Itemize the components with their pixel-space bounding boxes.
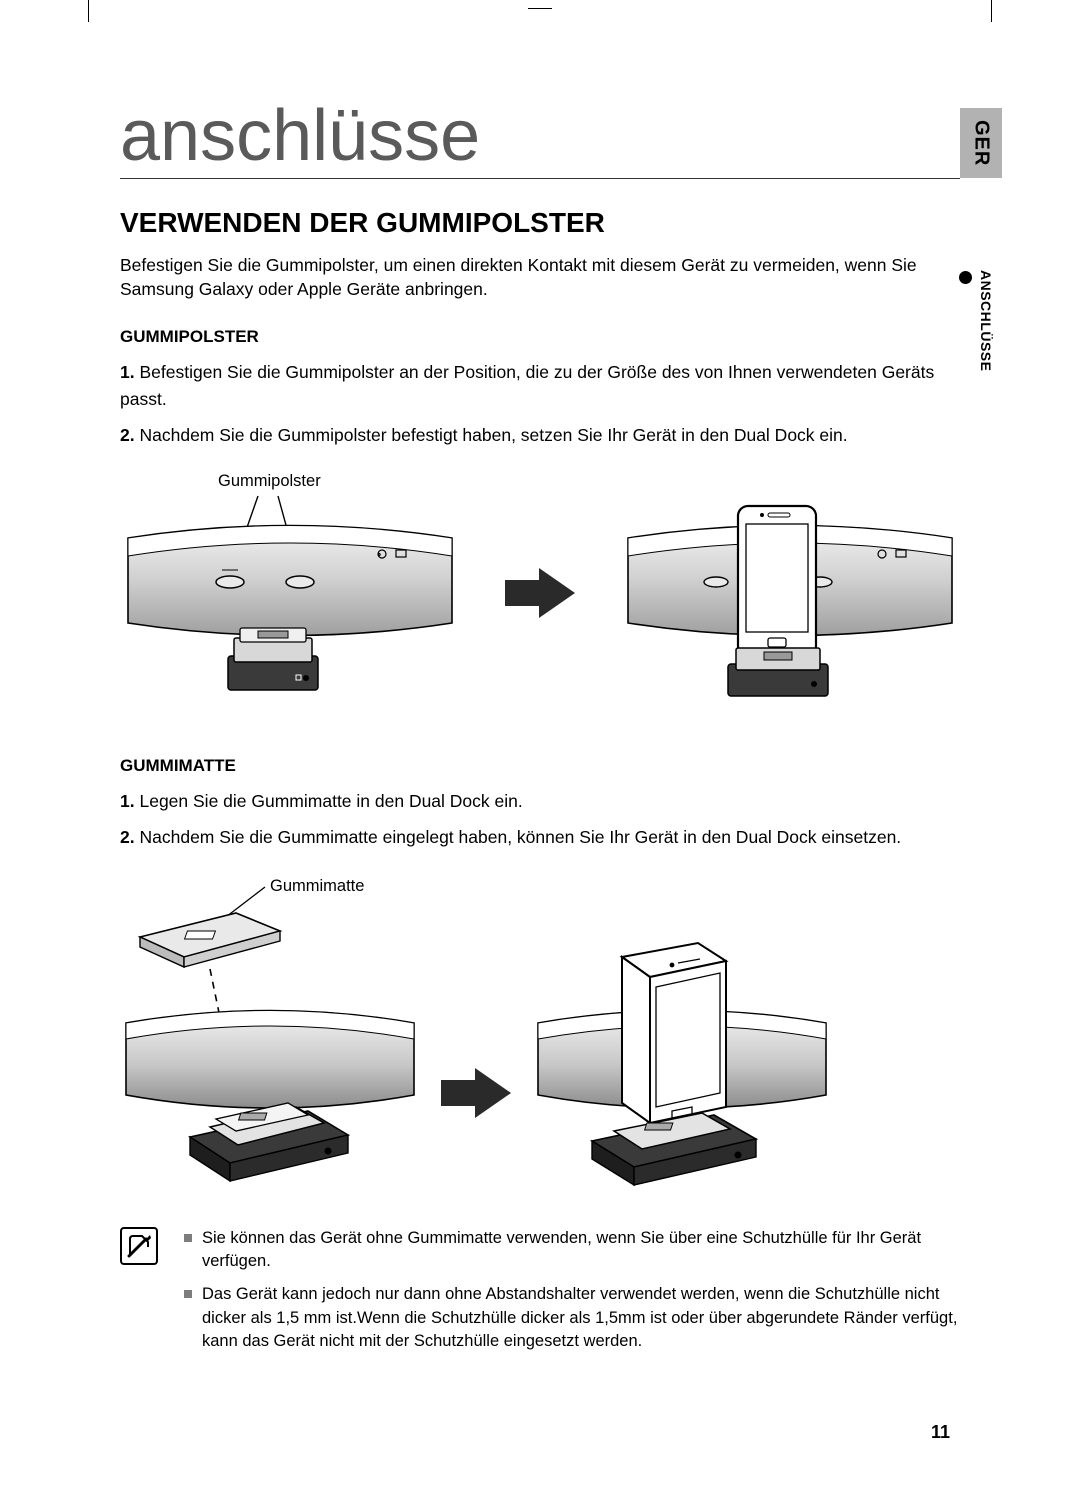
step-2-1: 1. Legen Sie die Gummimatte in den Dual … <box>120 788 960 814</box>
subhead-gummipolster: GUMMIPOLSTER <box>120 327 960 347</box>
step-text: Legen Sie die Gummimatte in den Dual Doc… <box>139 791 522 811</box>
intro-paragraph: Befestigen Sie die Gummipolster, um eine… <box>120 253 960 301</box>
step-1-1: 1. Befestigen Sie die Gummipolster an de… <box>120 359 960 412</box>
note-item: Das Gerät kann jedoch nur dann ohne Abst… <box>184 1283 960 1353</box>
page-number: 11 <box>931 1422 950 1443</box>
step-number: 1. <box>120 362 135 382</box>
figure-gummimatte-right <box>532 873 832 1193</box>
step-text: Nachdem Sie die Gummipolster befestigt h… <box>139 425 847 445</box>
step-number: 1. <box>120 791 135 811</box>
arrow-icon <box>500 563 580 623</box>
illustration-gummimatte-left <box>120 873 420 1193</box>
note-text: Sie können das Gerät ohne Gummimatte ver… <box>202 1227 960 1274</box>
callout-gummipolster: Gummipolster <box>218 472 321 491</box>
step-text: Befestigen Sie die Gummipolster an der P… <box>120 362 934 408</box>
note-item: Sie können das Gerät ohne Gummimatte ver… <box>184 1227 960 1274</box>
side-section-label: ANSCHLÜSSE <box>978 270 994 371</box>
note-box: Sie können das Gerät ohne Gummimatte ver… <box>120 1227 960 1364</box>
figure-row-gummimatte: Gummimatte <box>120 873 960 1193</box>
illustration-gummipolster-right <box>620 478 960 708</box>
note-list: Sie können das Gerät ohne Gummimatte ver… <box>184 1227 960 1364</box>
language-tab-label: GER <box>970 120 993 166</box>
language-tab: GER <box>960 108 1002 178</box>
arrow-icon <box>436 1063 516 1123</box>
side-section-indicator: ANSCHLÜSSE <box>959 270 994 371</box>
note-text: Das Gerät kann jedoch nur dann ohne Abst… <box>202 1283 960 1353</box>
page: GER ANSCHLÜSSE anschlüsse VERWENDEN DER … <box>0 0 1080 1495</box>
page-title: anschlüsse <box>120 100 960 179</box>
crop-marks <box>0 0 1080 30</box>
step-2-2: 2. Nachdem Sie die Gummimatte eingelegt … <box>120 824 960 850</box>
bullet-square-icon <box>184 1234 192 1242</box>
figure-gummipolster-right <box>620 478 960 708</box>
subhead-gummimatte: GUMMIMATTE <box>120 756 960 776</box>
step-text: Nachdem Sie die Gummimatte eingelegt hab… <box>139 827 901 847</box>
section-heading: VERWENDEN DER GUMMIPOLSTER <box>120 207 960 239</box>
bullet-square-icon <box>184 1290 192 1298</box>
side-section-dot <box>959 271 972 284</box>
illustration-gummipolster-left: • <box>120 478 460 708</box>
figure-gummimatte-left: Gummimatte <box>120 873 420 1193</box>
step-number: 2. <box>120 425 135 445</box>
note-icon <box>120 1227 158 1265</box>
figure-gummipolster-left: Gummipolster <box>120 478 460 708</box>
figure-row-gummipolster: Gummipolster <box>120 478 960 708</box>
step-1-2: 2. Nachdem Sie die Gummipolster befestig… <box>120 422 960 448</box>
callout-gummimatte: Gummimatte <box>270 877 364 896</box>
illustration-gummimatte-right <box>532 873 832 1193</box>
step-number: 2. <box>120 827 135 847</box>
